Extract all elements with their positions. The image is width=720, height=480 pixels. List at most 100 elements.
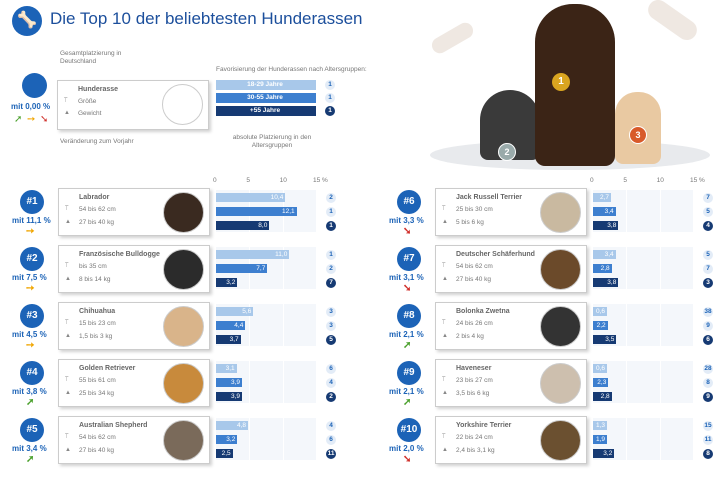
group-place-circle: 4 [326,421,336,431]
breed-card: Australian Shepherd ⟙ 54 bis 62 cm ▲ 27 bis … [58,416,210,464]
breed-card: Golden Retriever ⟙ 55 bis 61 cm ▲ 25 bis 34 … [58,359,210,407]
axis-tick-label: 0 [213,177,217,184]
value-bar: 3,1 [216,364,237,373]
value-bar: 2,7 [593,193,611,202]
rank-badge: #9 [397,361,421,385]
legend-up-arrow-icon: ➚ [14,114,23,125]
group-place-circle: 2 [326,392,336,402]
trend-flat-arrow-icon: ➙ [26,226,35,237]
value-bar: 3,8 [593,221,619,230]
breed-photo [163,192,204,233]
rank-badge: #6 [397,190,421,214]
breed-photo [540,420,581,461]
breed-weight: 8 bis 14 kg [79,276,111,283]
axis-tick-label: 0 [590,177,594,184]
chart-gridline [693,190,694,232]
height-icon: ⟙ [442,206,446,212]
trend-up-arrow-icon: ➚ [26,397,35,408]
trend-flat-arrow-icon: ➙ [26,340,35,351]
breed-name: Golden Retriever [79,365,136,372]
chart-gridline [693,418,694,460]
value-bar: 3,4 [593,250,616,259]
breed-weight: 27 bis 40 kg [79,219,115,226]
group-place-circle: 11 [703,435,713,445]
height-icon: ⟙ [65,263,69,269]
weight-icon: ▲ [442,333,448,339]
chart-gridline [693,361,694,403]
chart-gridline [249,361,251,403]
chart-gridline [659,418,661,460]
breed-photo [163,363,204,404]
legend-size-label: Größe [78,98,97,105]
group-place-circle: 6 [326,435,336,445]
value-bar: 5,6 [216,307,254,316]
trend-down-arrow-icon: ➘ [403,283,412,294]
chart-gridline [249,418,251,460]
legend-place-circle: 1 [325,93,335,103]
legend-group-bar: 18-29 Jahre [216,80,316,90]
axis-tick-label: 15 % [690,177,705,184]
change-percent: mit 2,0 % [389,444,424,453]
rank-badge: #8 [397,304,421,328]
chart-gridline [659,190,661,232]
breed-size: bis 35 cm [79,263,107,270]
value-bar: 3,9 [216,392,242,401]
weight-icon: ▲ [442,390,448,396]
value-bar: 7,7 [216,264,268,273]
legend-flat-arrow-icon: ➙ [27,114,36,125]
group-place-circle: 6 [703,335,713,345]
chart-gridline [626,304,628,346]
value-bar: 2,8 [593,392,612,401]
group-place-circle: 1 [326,207,336,217]
value-bar: 3,2 [593,449,615,458]
legend-weight-label: Gewicht [78,110,102,117]
chart-gridline [316,190,317,232]
breed-size: 24 bis 26 cm [456,320,493,327]
bone-deco-icon [644,0,701,44]
group-place-circle: 4 [326,378,336,388]
chart-gridline [626,247,628,289]
group-place-circle: 3 [326,321,336,331]
breed-weight: 3,5 bis 6 kg [456,390,490,397]
change-percent: mit 11,1 % [12,216,51,225]
weight-icon: ▲ [442,219,448,225]
breed-name: Chihuahua [79,308,116,315]
legend-breed-label: Hunderasse [78,86,119,93]
height-icon: ⟙ [442,434,446,440]
group-place-circle: 11 [326,449,336,459]
height-icon: ⟙ [64,98,68,104]
change-percent: mit 4,5 % [12,330,47,339]
rank-badge: #3 [20,304,44,328]
silver-medal: 2 [498,143,516,161]
value-bar: 2,5 [216,449,233,458]
chart-gridline [282,361,284,403]
group-place-circle: 7 [326,278,336,288]
breed-size: 15 bis 23 cm [79,320,116,327]
breed-card: Chihuahua ⟙ 15 bis 23 cm ▲ 1,5 bis 3 kg [58,302,210,350]
group-place-circle: 9 [703,321,713,331]
group-place-circle: 7 [703,264,713,274]
group-place-circle: 6 [326,364,336,374]
breed-card: Bolonka Zwetna ⟙ 24 bis 26 cm ▲ 2 bis 4 kg [435,302,587,350]
chart-gridline [626,418,628,460]
legend-place-circle: 1 [325,106,335,116]
legend-favorisierung: Favorisierung der Hunderassen nach Alter… [216,66,367,73]
legend-place-circle: 1 [325,80,335,90]
value-bar: 2,2 [593,321,608,330]
breed-weight: 2 bis 4 kg [456,333,484,340]
group-place-circle: 3 [326,307,336,317]
height-icon: ⟙ [65,320,69,326]
labrador-picture [535,4,615,166]
value-bar: 3,5 [593,335,617,344]
legend-group-bar: +55 Jahre [216,106,316,116]
trend-up-arrow-icon: ➚ [26,454,35,465]
rank-badge: #2 [20,247,44,271]
rank-badge: #5 [20,418,44,442]
chart-gridline [626,361,628,403]
page-title: Die Top 10 der beliebtesten Hunderassen [50,9,363,28]
breed-name: Labrador [79,194,110,201]
breed-card: Jack Russell Terrier ⟙ 25 bis 30 cm ▲ 5 bis … [435,188,587,236]
trend-down-arrow-icon: ➘ [403,454,412,465]
rank-badge: #4 [20,361,44,385]
bronze-medal: 3 [629,126,647,144]
